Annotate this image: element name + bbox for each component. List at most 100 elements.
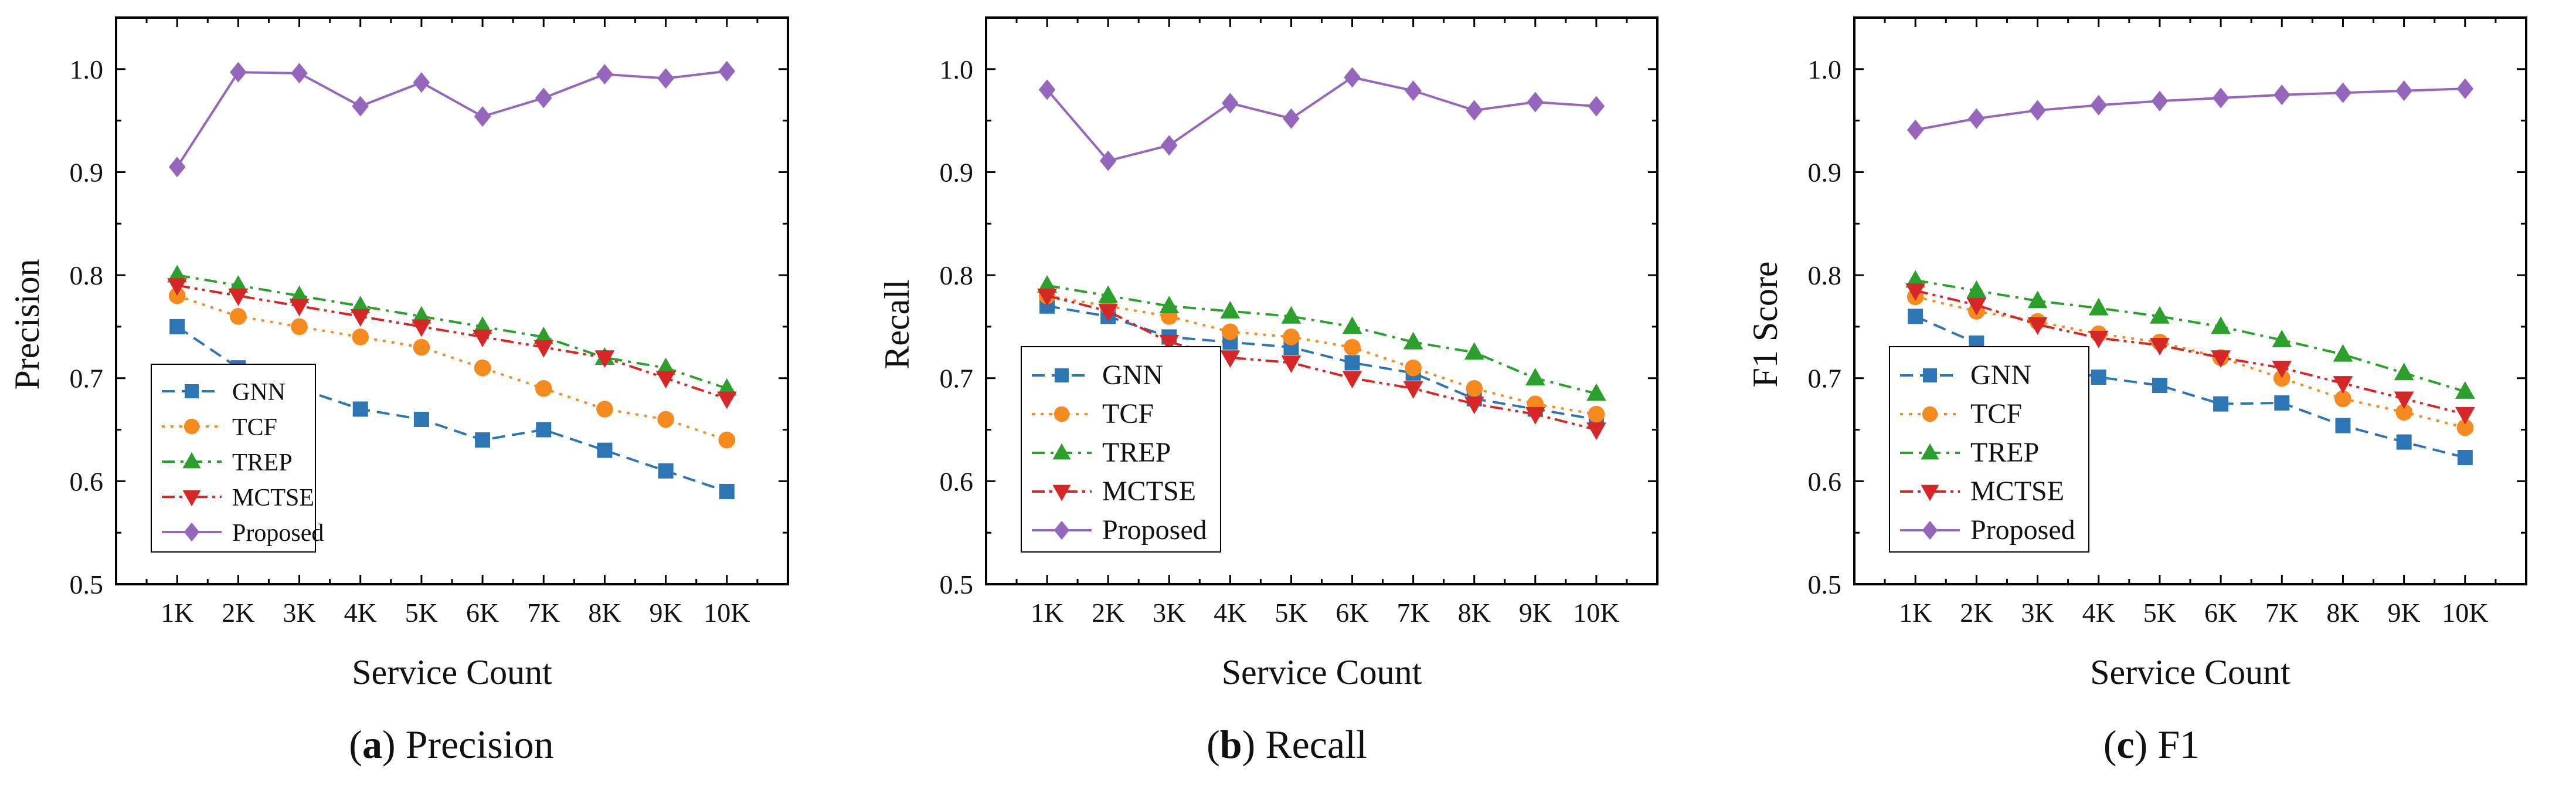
panel-caption: (b) Recall: [1207, 722, 1367, 767]
y-tick-label: 0.9: [940, 157, 974, 187]
legend-marker: [1055, 368, 1069, 382]
data-point: [2334, 390, 2351, 408]
data-point: [657, 411, 674, 428]
x-tick-label: 4K: [2082, 598, 2115, 628]
data-point: [168, 287, 186, 304]
data-point: [2395, 404, 2412, 421]
caption-paren-open: (: [1207, 722, 1220, 767]
data-point: [2150, 306, 2170, 324]
legend-box: [1021, 346, 1221, 553]
series-line: [1915, 289, 2466, 416]
caption-paren-close: ): [2135, 722, 2158, 767]
panel-caption: (a) Precision: [349, 722, 553, 767]
data-point: [2334, 82, 2351, 103]
data-point: [2213, 396, 2229, 412]
y-tick-label: 0.9: [70, 157, 104, 187]
x-tick-label: 10K: [1573, 598, 1619, 628]
data-point: [289, 299, 310, 317]
x-tick-label: 5K: [405, 598, 438, 628]
data-point: [2150, 338, 2170, 356]
data-point: [1098, 285, 1119, 303]
y-tick-label: 1.0: [1808, 55, 1842, 84]
series-line: [176, 284, 728, 400]
legend-label: TREP: [232, 449, 293, 476]
data-point: [2455, 381, 2475, 399]
legend: GNN TCF TREP MCTSE Proposed: [151, 364, 324, 553]
y-axis-title: F1 Score: [1746, 262, 1785, 388]
data-point: [473, 330, 492, 348]
x-tick-label: 1K: [161, 598, 193, 628]
data-point: [716, 378, 737, 396]
data-point: [1037, 288, 1057, 306]
data-point: [1968, 108, 1985, 129]
series-gnn: [1908, 309, 2473, 465]
data-point: [2091, 369, 2106, 385]
caption-title: Precision: [406, 722, 554, 767]
y-tick-label: 0.5: [70, 570, 104, 599]
data-point: [2395, 80, 2412, 101]
data-point: [2212, 87, 2230, 109]
y-tick-label: 0.7: [70, 364, 104, 394]
series-trep: [1037, 275, 1606, 401]
data-point: [535, 380, 552, 397]
data-point: [1905, 270, 1926, 288]
x-tick-label: 2K: [222, 598, 254, 628]
data-point: [230, 62, 247, 83]
series-trep: [167, 265, 737, 396]
data-point: [1403, 381, 1423, 399]
data-point: [2029, 100, 2046, 121]
data-point: [655, 371, 676, 389]
data-point: [536, 422, 552, 438]
y-tick-label: 0.8: [1808, 260, 1842, 290]
legend-label: TCF: [1102, 398, 1154, 429]
data-point: [2455, 406, 2475, 425]
data-point: [1037, 275, 1057, 293]
data-point: [291, 318, 308, 336]
legend-label: TREP: [1970, 437, 2039, 468]
x-axis-title: Service Count: [2090, 653, 2290, 692]
data-point: [596, 64, 613, 85]
data-point: [1342, 316, 1362, 334]
y-tick-label: 0.8: [70, 260, 104, 290]
data-point: [1966, 280, 1987, 298]
data-point: [658, 463, 674, 479]
legend-label: GNN: [1970, 360, 2031, 391]
chart-f1: 0.5 0.6 0.7 0.8 0.9 1.0 1K 2K 3K 4K 5K 6K 7K 8K 9K 10K S…: [1746, 16, 2527, 767]
x-axis-title: Service Count: [352, 653, 552, 692]
x-tick-label: 7K: [1397, 598, 1430, 628]
data-point: [1344, 338, 1361, 356]
series-trep: [1905, 270, 2475, 399]
y-tick-label: 0.9: [1808, 157, 1842, 187]
series-mctse: [167, 278, 737, 409]
series-mctse: [1905, 283, 2475, 425]
legend-label: Proposed: [232, 520, 324, 547]
caption-paren-open: (: [2103, 722, 2117, 767]
data-point: [473, 316, 492, 334]
legend-label: MCTSE: [1970, 476, 2064, 507]
data-point: [228, 275, 249, 293]
x-tick-label: 5K: [1275, 598, 1307, 628]
x-tick-label: 4K: [1214, 598, 1246, 628]
series-line: [1915, 279, 2466, 393]
y-axis-title: Precision: [8, 259, 46, 389]
data-point: [291, 63, 308, 84]
data-point: [2088, 297, 2109, 316]
data-point: [1588, 405, 1605, 423]
x-tick-label: 6K: [466, 598, 499, 628]
x-tick-label: 9K: [650, 598, 682, 628]
legend-marker: [1923, 368, 1937, 382]
data-point: [167, 265, 188, 283]
x-tick-label: 9K: [2388, 598, 2421, 628]
data-point: [412, 306, 431, 324]
y-tick-label: 0.7: [1808, 364, 1842, 394]
data-point: [1906, 119, 1924, 140]
x-tick-label: 8K: [588, 598, 621, 628]
legend-marker: [1921, 485, 1939, 502]
series-line: [1915, 87, 2465, 131]
data-point: [1281, 355, 1301, 373]
data-point: [1464, 397, 1484, 415]
chart-recall: 0.5 0.6 0.7 0.8 0.9 1.0 1K 2K 3K 4K 5K 6K 7K 8K 9K 10K S…: [878, 16, 1659, 767]
caption-paren-close: ): [1242, 722, 1266, 767]
x-tick-label: 6K: [1335, 598, 1368, 628]
y-tick-label: 1.0: [70, 55, 104, 84]
